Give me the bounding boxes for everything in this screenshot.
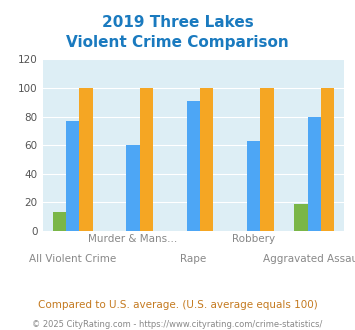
Bar xyxy=(307,116,321,231)
Bar xyxy=(126,145,140,231)
Text: Murder & Mans...: Murder & Mans... xyxy=(88,234,178,244)
Bar xyxy=(294,204,307,231)
Bar xyxy=(247,141,261,231)
Text: Compared to U.S. average. (U.S. average equals 100): Compared to U.S. average. (U.S. average … xyxy=(38,300,317,310)
Text: All Violent Crime: All Violent Crime xyxy=(29,254,116,264)
Text: 2019 Three Lakes: 2019 Three Lakes xyxy=(102,15,253,30)
Bar xyxy=(66,121,80,231)
Text: Violent Crime Comparison: Violent Crime Comparison xyxy=(66,35,289,50)
Text: Aggravated Assault: Aggravated Assault xyxy=(263,254,355,264)
Bar xyxy=(321,88,334,231)
Text: Robbery: Robbery xyxy=(232,234,275,244)
Bar xyxy=(261,88,274,231)
Text: © 2025 CityRating.com - https://www.cityrating.com/crime-statistics/: © 2025 CityRating.com - https://www.city… xyxy=(32,320,323,329)
Text: Rape: Rape xyxy=(180,254,207,264)
Bar xyxy=(80,88,93,231)
Bar xyxy=(200,88,213,231)
Bar xyxy=(53,213,66,231)
Bar xyxy=(187,101,200,231)
Bar xyxy=(140,88,153,231)
